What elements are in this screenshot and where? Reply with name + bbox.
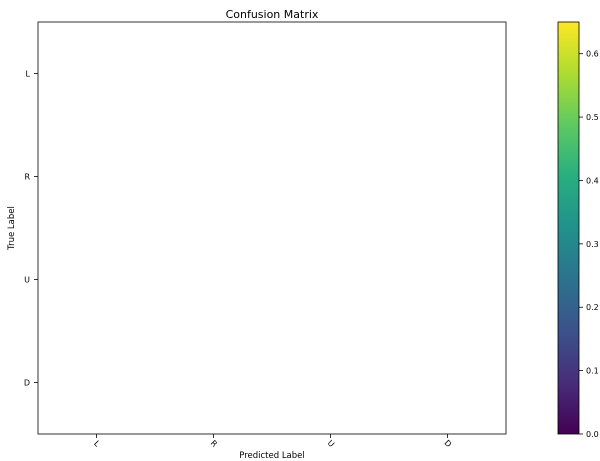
colorbar-gradient bbox=[557, 21, 580, 435]
colorbar-tick-label: 0.6 bbox=[586, 50, 599, 59]
y-tick-label: R bbox=[24, 173, 30, 182]
x-tick-label: L bbox=[92, 439, 102, 449]
colorbar-tick-label: 0.5 bbox=[586, 113, 599, 122]
plot-frame bbox=[37, 21, 507, 435]
x-tick-label: U bbox=[326, 438, 337, 449]
x-axis-label: Predicted Label bbox=[239, 451, 305, 461]
y-tick-label: U bbox=[24, 276, 30, 285]
y-axis-ticks: L R U D bbox=[24, 70, 38, 388]
x-tick-label: D bbox=[442, 438, 453, 449]
y-tick-label: L bbox=[26, 70, 31, 79]
y-tick-label: D bbox=[24, 379, 30, 388]
y-axis-label: True Label bbox=[7, 206, 17, 251]
colorbar-tick-label: 0.2 bbox=[586, 303, 599, 312]
x-tick-label: R bbox=[209, 438, 220, 449]
colorbar: 0.0 0.1 0.2 0.3 0.4 0.5 0.6 bbox=[557, 21, 599, 439]
colorbar-tick-label: 0.1 bbox=[586, 367, 599, 376]
chart-title: Confusion Matrix bbox=[226, 8, 319, 21]
colorbar-tick-label: 0.4 bbox=[586, 176, 599, 185]
colorbar-ticks: 0.0 0.1 0.2 0.3 0.4 0.5 0.6 bbox=[579, 50, 599, 439]
colorbar-tick-label: 0.3 bbox=[586, 240, 599, 249]
colorbar-tick-label: 0.0 bbox=[586, 430, 599, 439]
